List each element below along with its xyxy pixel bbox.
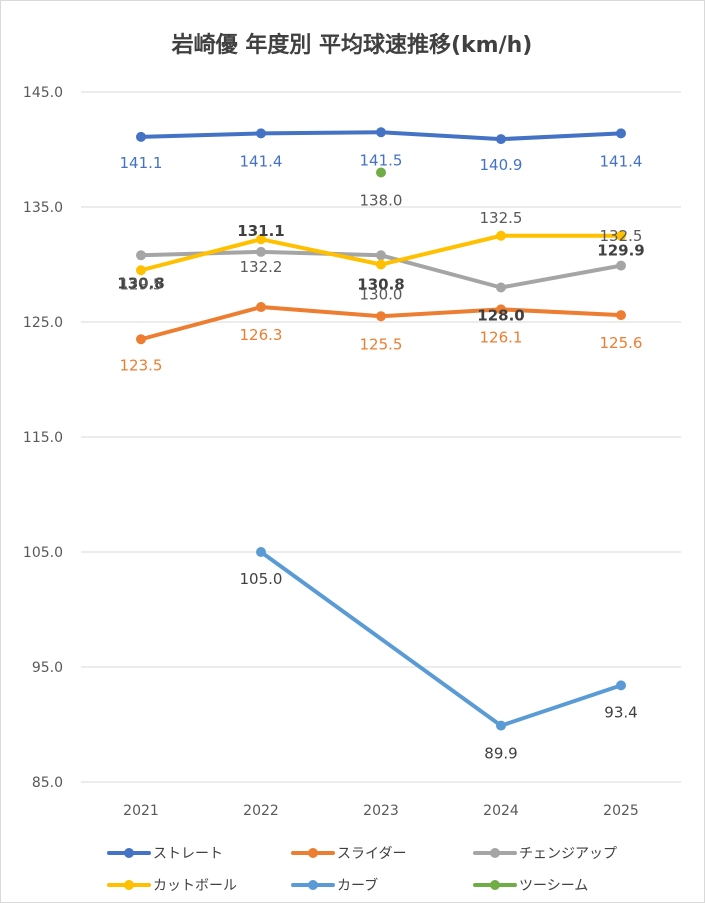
data-label: 138.0 xyxy=(360,192,403,210)
data-point xyxy=(496,230,506,241)
data-label: 141.1 xyxy=(120,154,163,172)
data-point xyxy=(496,134,506,145)
y-tick-label: 135.0 xyxy=(23,200,63,216)
legend-marker xyxy=(124,848,134,858)
legend-label: カーブ xyxy=(337,877,378,894)
data-label: 105.0 xyxy=(240,570,283,588)
x-tick-label: 2022 xyxy=(243,803,279,819)
x-tick-label: 2021 xyxy=(123,803,159,819)
data-point xyxy=(136,265,146,276)
data-point xyxy=(256,234,266,245)
data-label: 128.0 xyxy=(477,307,524,325)
data-point xyxy=(136,131,146,142)
x-tick-label: 2024 xyxy=(483,803,519,819)
data-point xyxy=(376,127,386,138)
data-label: 93.4 xyxy=(604,703,637,721)
y-tick-label: 125.0 xyxy=(23,315,63,331)
data-label: 132.5 xyxy=(600,227,643,245)
x-tick-label: 2025 xyxy=(603,803,639,819)
data-point xyxy=(496,304,506,315)
legend-marker xyxy=(308,880,318,890)
data-point xyxy=(256,128,266,139)
data-point xyxy=(376,311,386,322)
data-point xyxy=(616,230,626,241)
data-label: 141.4 xyxy=(600,152,643,170)
data-label: 130.8 xyxy=(357,275,404,293)
data-label: 125.6 xyxy=(600,334,643,352)
data-label: 126.3 xyxy=(240,326,283,344)
legend-marker xyxy=(308,848,318,858)
data-point xyxy=(616,310,626,321)
data-label: 126.1 xyxy=(480,328,523,346)
data-point xyxy=(376,259,386,270)
data-point xyxy=(256,302,266,313)
data-point xyxy=(496,282,506,293)
data-label: 129.9 xyxy=(597,242,644,260)
x-tick-label: 2023 xyxy=(363,803,399,819)
data-point xyxy=(616,128,626,139)
y-tick-label: 145.0 xyxy=(23,85,63,101)
data-point xyxy=(616,680,626,691)
data-point xyxy=(136,334,146,345)
data-label: 141.4 xyxy=(240,152,283,170)
data-label: 140.9 xyxy=(480,156,523,174)
data-point xyxy=(376,167,386,178)
data-point xyxy=(136,250,146,261)
legend-label: ストレート xyxy=(153,846,223,862)
legend-label: ツーシーム xyxy=(519,878,588,894)
data-point xyxy=(256,246,266,257)
legend-label: チェンジアップ xyxy=(519,846,617,862)
y-tick-label: 105.0 xyxy=(23,545,63,561)
chart-title: 岩崎優 年度別 平均球速推移(km/h) xyxy=(171,32,533,58)
data-label: 130.0 xyxy=(360,286,403,304)
data-label: 129.5 xyxy=(120,275,163,293)
data-label: 130.8 xyxy=(117,274,164,292)
legend-label: カットボール xyxy=(153,878,237,894)
legend-marker xyxy=(490,848,500,858)
data-label: 89.9 xyxy=(484,745,517,763)
legend-label: スライダー xyxy=(337,846,406,862)
legend-marker xyxy=(124,880,134,890)
data-label: 123.5 xyxy=(120,356,163,374)
y-tick-label: 115.0 xyxy=(23,430,63,446)
data-point xyxy=(496,720,506,731)
data-label: 141.5 xyxy=(360,151,403,169)
legend-marker xyxy=(490,880,500,890)
series-line-5 xyxy=(259,550,623,728)
y-tick-label: 85.0 xyxy=(32,775,63,791)
data-label: 125.5 xyxy=(360,335,403,353)
data-point xyxy=(616,260,626,271)
data-label: 132.5 xyxy=(480,209,523,227)
data-label: 131.1 xyxy=(237,222,284,240)
data-point xyxy=(376,250,386,261)
data-point xyxy=(256,547,266,557)
data-label: 132.2 xyxy=(240,258,283,276)
y-tick-label: 95.0 xyxy=(32,660,63,676)
